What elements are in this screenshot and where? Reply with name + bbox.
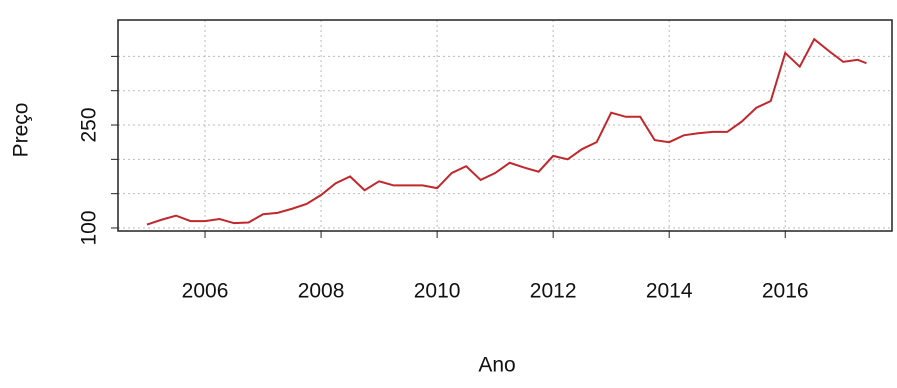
x-tick-label: 2008 <box>298 280 345 303</box>
x-tick-label: 2014 <box>646 280 693 303</box>
x-tick-label: 2010 <box>414 280 461 303</box>
x-tick-label: 2016 <box>762 280 809 303</box>
y-tick-label: 250 <box>78 107 101 142</box>
x-axis-label: Ano <box>478 354 515 377</box>
x-tick-label: 2012 <box>530 280 577 303</box>
y-axis-label: Preço <box>10 103 33 158</box>
plot-frame <box>117 19 893 232</box>
data-line <box>146 37 867 226</box>
y-tick-label: 100 <box>78 210 101 245</box>
x-tick-label: 2006 <box>182 280 229 303</box>
